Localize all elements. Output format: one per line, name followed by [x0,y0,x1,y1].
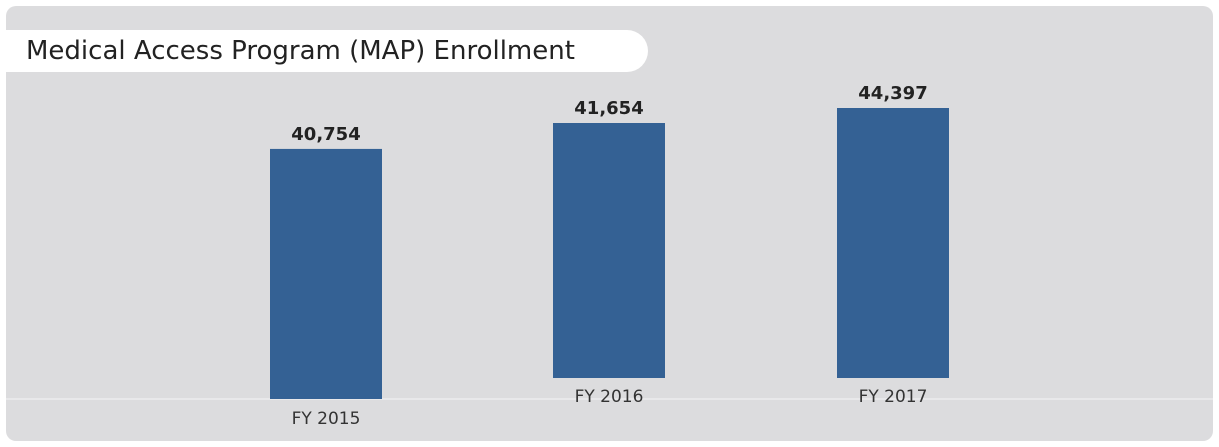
bar-fy-2017 [837,108,949,378]
bars [270,108,949,399]
chart-title: Medical Access Program (MAP) Enrollment [6,30,648,72]
bar-value-label: 40,754 [291,124,360,145]
bar-value-label: 44,397 [858,83,927,104]
x-tick-labels: FY 2015 FY 2016 FY 2017 [292,387,928,429]
chart-panel: Medical Access Program (MAP) Enrollment … [6,6,1213,441]
x-tick-label: FY 2016 [575,387,644,407]
x-tick-label: FY 2015 [292,409,361,429]
x-tick-label: FY 2017 [859,387,928,407]
bar-fy-2015 [270,148,382,399]
bar-chart: 40,754 41,654 44,397 FY 2015 FY 2016 FY 2017 [6,83,1213,429]
bar-fy-2016 [553,123,665,378]
value-labels: 40,754 41,654 44,397 [291,83,927,145]
bar-value-label: 41,654 [574,98,643,119]
